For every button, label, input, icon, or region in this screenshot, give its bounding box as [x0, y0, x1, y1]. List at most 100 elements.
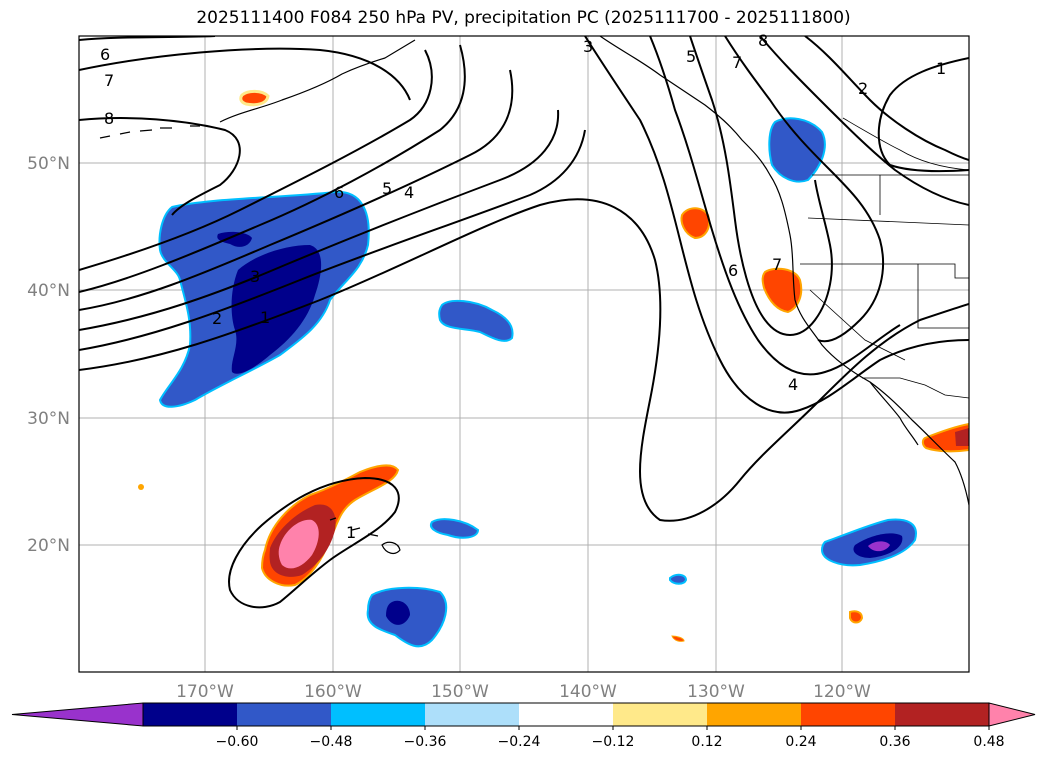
- map-frame: [78, 35, 970, 673]
- shading-small-orange-1: [849, 610, 864, 624]
- us-mexico-border: [862, 377, 969, 399]
- pv-contour-upper-trough-3: [689, 36, 833, 336]
- colorbar-tick-label: 0.12: [691, 734, 722, 750]
- contour-label-2-east: 2: [858, 79, 868, 98]
- pv-contour-upper-trough-5: [759, 36, 969, 206]
- shading-central-pacific: [438, 299, 514, 342]
- shading-small-orange-2: [671, 635, 685, 642]
- canada-provinces: [842, 117, 969, 171]
- longitude-labels: 170°W 160°W 150°W 140°W 130°W 120°W: [176, 682, 871, 702]
- colorbar-tick-label: −0.24: [498, 734, 541, 750]
- lon-label-150w: 150°W: [431, 682, 489, 702]
- colorbar-segment: [895, 703, 990, 726]
- shading-pacific-northwest: [768, 117, 826, 183]
- pv-contour-7: [79, 47, 411, 101]
- pv-contour-1-east: [877, 57, 969, 173]
- colorbar-segment: [613, 703, 708, 726]
- contour-label-4: 4: [404, 183, 414, 202]
- lat-label-50n: 50°N: [27, 154, 70, 174]
- colorbar-tick-label: 0.24: [785, 734, 816, 750]
- pv-contour-2-east: [804, 36, 969, 161]
- colorbar-extend-high: [988, 702, 1036, 727]
- colorbar-segment: [237, 703, 332, 726]
- contour-label-1-hawaii: 1: [346, 523, 356, 542]
- contour-label-5: 5: [382, 179, 392, 198]
- shading-south-of-hawaii-dark: [386, 600, 410, 625]
- lon-label-160w: 160°W: [304, 682, 362, 702]
- colorbar-tick-label: −0.60: [216, 734, 259, 750]
- pv-contour-upper-trough-1: [584, 36, 969, 414]
- contour-label-8-east: 8: [758, 31, 768, 50]
- lon-label-130w: 130°W: [687, 682, 745, 702]
- shading-small-blue-1: [669, 573, 688, 585]
- contour-label-1-east: 1: [936, 59, 946, 78]
- lat-label-30n: 30°N: [27, 409, 70, 429]
- latitude-labels: 50°N 40°N 30°N 20°N: [27, 154, 70, 556]
- state-line-5: [917, 264, 969, 329]
- coastlines: [99, 36, 969, 555]
- shading-california-coast: [761, 267, 803, 314]
- shading-offshore-oregon: [680, 207, 711, 240]
- colorbar-segment: [801, 703, 896, 726]
- map-panel: 6 7 8 6 5 4 3 2 1 3 5 7 8 1 2 6 7 4 1: [78, 31, 970, 673]
- shading-hawaii-plume-pink: [278, 519, 319, 569]
- colorbar: −0.60 −0.48 −0.36 −0.24 −0.12 0.12 0.24 0.36 0.4…: [11, 702, 1036, 750]
- pv-contour-upper-trough-4: [724, 36, 884, 343]
- hawaii-islands: [329, 517, 401, 555]
- contour-labels: 6 7 8 6 5 4 3 2 1 3 5 7 8 1 2 6 7 4 1: [100, 31, 946, 542]
- lat-label-40n: 40°N: [27, 281, 70, 301]
- colorbar-segment: [707, 703, 802, 726]
- colorbar-tick-label: −0.48: [310, 734, 353, 750]
- lon-label-140w: 140°W: [559, 682, 617, 702]
- contour-label-6-trough: 6: [728, 261, 738, 280]
- contour-label-3: 3: [250, 267, 260, 286]
- shading-hawaii-east: [430, 518, 480, 539]
- pv-contour-upper-trough-2: [649, 36, 901, 376]
- contour-label-5-east: 5: [686, 47, 696, 66]
- contour-label-7-trough: 7: [772, 255, 782, 274]
- baja-california: [869, 381, 919, 446]
- colorbar-segment: [331, 703, 426, 726]
- pv-contour-8: [79, 117, 241, 216]
- state-line-2: [800, 263, 969, 279]
- pv-contour-west-5: [79, 129, 586, 351]
- pv-contour-west-4: [79, 109, 560, 331]
- contour-label-7-east: 7: [732, 53, 742, 72]
- shading-mexico-coast-red: [955, 428, 969, 446]
- colorbar-tick-label: 0.36: [879, 734, 910, 750]
- pv-contour-west-2: [79, 44, 466, 293]
- lon-label-170w: 170°W: [176, 682, 234, 702]
- colorbar-segment: [425, 703, 520, 726]
- pv-contours: [79, 36, 969, 609]
- lon-label-120w: 120°W: [813, 682, 871, 702]
- contour-label-6: 6: [100, 45, 110, 64]
- pv-contour-west-1: [79, 49, 433, 271]
- lat-label-20n: 20°N: [27, 536, 70, 556]
- shading-darkblue-small: [217, 231, 252, 247]
- aleutian-islands: [99, 125, 200, 139]
- shading-baja-offshore-purple: [868, 541, 890, 552]
- contour-label-2: 2: [212, 309, 222, 328]
- pv-contour-hawaii-1: [228, 476, 400, 609]
- contour-label-4-trough: 4: [788, 375, 798, 394]
- colorbar-segment: [519, 703, 614, 726]
- contour-label-1: 1: [260, 308, 270, 327]
- map-title: 2025111400 F084 250 hPa PV, precipitatio…: [196, 8, 851, 28]
- shading-aleutian-orange: [239, 89, 270, 107]
- positive-anomaly-areas: [138, 89, 969, 642]
- north-america-coast: [599, 36, 969, 506]
- colorbar-tick-label: −0.12: [592, 734, 635, 750]
- political-boundaries: [800, 117, 969, 399]
- colorbar-tick-label: −0.36: [404, 734, 447, 750]
- contour-label-8: 8: [104, 109, 114, 128]
- colorbar-segment: [143, 703, 238, 726]
- colorbar-frame: [142, 702, 990, 727]
- pv-contour-west-3: [79, 69, 514, 311]
- alaska-peninsula-coast: [219, 39, 416, 123]
- shading-small-orange-3: [138, 484, 144, 490]
- pv-contour-west-6: [79, 198, 969, 522]
- contour-label-6b: 6: [334, 183, 344, 202]
- contour-label-7: 7: [104, 71, 114, 90]
- state-line-1: [807, 217, 969, 226]
